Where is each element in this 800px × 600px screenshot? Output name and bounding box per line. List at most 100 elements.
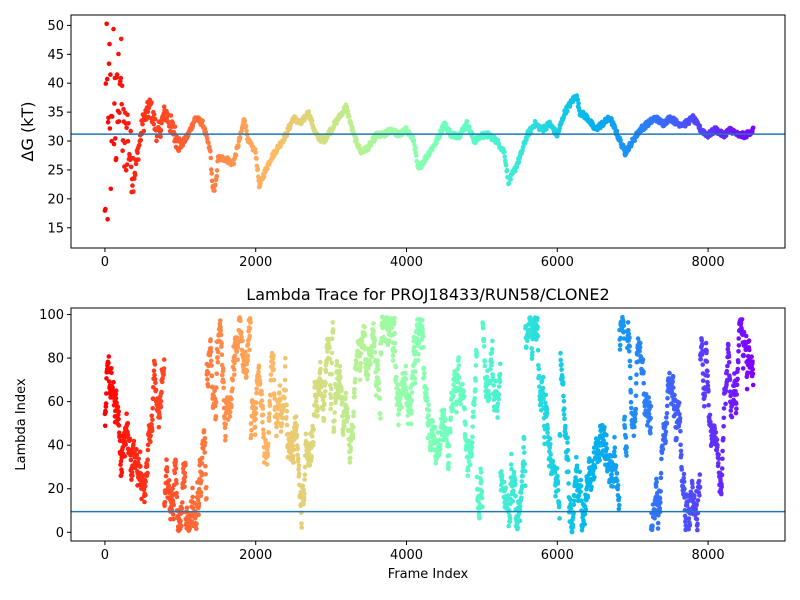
data-point xyxy=(116,416,121,422)
data-point xyxy=(451,382,456,388)
data-point xyxy=(555,488,561,493)
data-points xyxy=(102,21,756,222)
data-point xyxy=(706,389,711,394)
data-point xyxy=(309,118,315,123)
data-point xyxy=(209,373,215,379)
data-point xyxy=(507,516,513,521)
data-point xyxy=(561,398,567,404)
data-point xyxy=(106,379,112,384)
data-point xyxy=(617,342,623,348)
data-point xyxy=(414,159,420,165)
data-point xyxy=(571,502,577,508)
data-point xyxy=(721,406,727,411)
data-point xyxy=(239,330,244,335)
data-point xyxy=(424,391,429,397)
data-point xyxy=(351,409,357,415)
data-point xyxy=(700,342,705,347)
data-point xyxy=(170,512,176,517)
data-point xyxy=(253,417,258,422)
data-point xyxy=(221,379,226,385)
data-point xyxy=(243,349,248,355)
data-point xyxy=(375,358,381,364)
data-point xyxy=(458,401,464,407)
data-point xyxy=(148,433,153,438)
y-tick-label: 35 xyxy=(47,106,64,121)
data-point xyxy=(413,153,419,158)
data-point xyxy=(330,327,336,332)
data-point xyxy=(615,483,621,488)
data-point xyxy=(624,445,629,451)
data-point xyxy=(455,380,461,385)
data-point xyxy=(487,395,492,400)
data-point xyxy=(635,336,641,341)
y-tick-label: 80 xyxy=(47,352,64,367)
data-point xyxy=(219,352,225,358)
data-point xyxy=(113,388,119,394)
data-point xyxy=(244,128,249,134)
data-point xyxy=(726,343,731,348)
data-point xyxy=(658,489,663,494)
data-point xyxy=(104,76,110,82)
data-point xyxy=(171,516,176,522)
data-point xyxy=(344,410,350,415)
data-point xyxy=(676,400,682,406)
data-point xyxy=(283,355,288,361)
data-point xyxy=(719,472,725,478)
data-point xyxy=(712,426,717,431)
data-point xyxy=(559,367,564,373)
data-point xyxy=(149,100,154,105)
data-point xyxy=(131,442,136,448)
data-point xyxy=(232,353,238,359)
data-point xyxy=(259,391,265,397)
data-point xyxy=(497,379,503,385)
data-point xyxy=(645,422,650,428)
data-point xyxy=(521,445,526,450)
data-point xyxy=(278,429,284,434)
data-point xyxy=(541,375,546,380)
data-point xyxy=(218,325,223,330)
data-point xyxy=(306,109,312,114)
data-point xyxy=(550,458,556,464)
data-point xyxy=(195,497,201,503)
data-point xyxy=(390,353,396,359)
data-point xyxy=(352,394,357,400)
data-point xyxy=(213,414,219,420)
data-point xyxy=(655,520,661,526)
data-point xyxy=(309,455,315,460)
data-point xyxy=(265,166,270,172)
data-point xyxy=(274,433,279,439)
data-point xyxy=(334,359,340,364)
data-point xyxy=(331,425,337,431)
data-point xyxy=(156,424,162,430)
data-point xyxy=(368,361,373,366)
data-point xyxy=(264,462,270,467)
data-point xyxy=(648,425,653,431)
data-point xyxy=(488,366,493,372)
data-point xyxy=(462,394,467,399)
data-point xyxy=(456,375,462,380)
data-point xyxy=(716,452,721,457)
data-point xyxy=(496,384,502,389)
data-point xyxy=(695,521,700,527)
data-point xyxy=(234,349,240,355)
data-point xyxy=(371,321,376,326)
data-point xyxy=(158,399,164,404)
data-point xyxy=(740,366,746,371)
data-point xyxy=(182,484,187,490)
data-point xyxy=(604,432,609,438)
data-point xyxy=(116,430,122,436)
data-point xyxy=(244,374,249,380)
data-point xyxy=(544,407,550,413)
data-point xyxy=(692,493,697,498)
data-point xyxy=(202,450,207,455)
data-point xyxy=(614,128,620,134)
data-point xyxy=(143,479,148,485)
data-point xyxy=(291,447,297,453)
data-point xyxy=(413,145,418,150)
data-point xyxy=(726,360,732,365)
data-point xyxy=(286,431,291,437)
data-point xyxy=(113,396,119,401)
data-point xyxy=(245,353,251,359)
data-point xyxy=(697,472,703,477)
y-tick-label: 100 xyxy=(39,308,64,323)
